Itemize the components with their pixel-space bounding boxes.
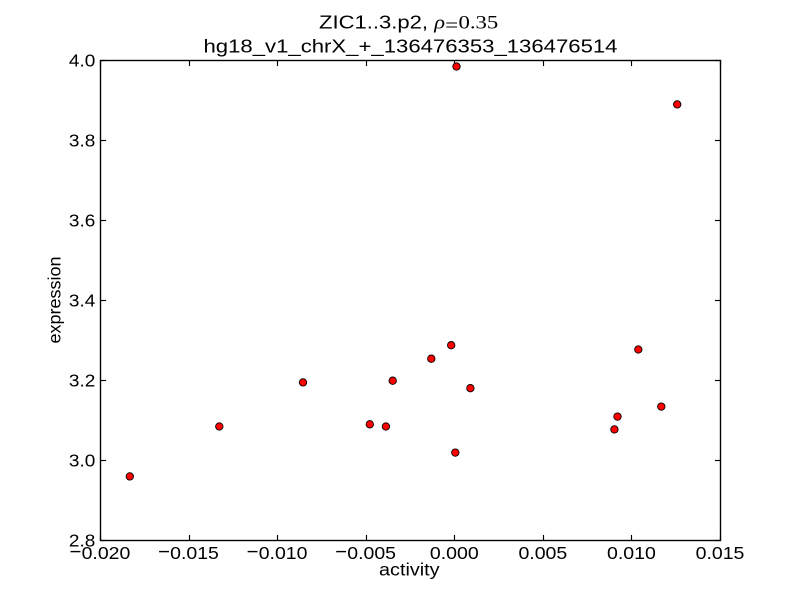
svg-text:3.4: 3.4 xyxy=(69,291,96,311)
svg-text:3.0: 3.0 xyxy=(69,451,96,471)
svg-text:0.35: 0.35 xyxy=(459,13,499,34)
svg-text:expression: expression xyxy=(45,257,65,344)
svg-text:0.005: 0.005 xyxy=(518,543,567,563)
svg-text:hg18_v1_chrX_+_136476353_13647: hg18_v1_chrX_+_136476353_136476514 xyxy=(204,36,618,57)
svg-text:0.015: 0.015 xyxy=(696,543,745,563)
svg-text:=: = xyxy=(445,15,458,36)
svg-text:0.005: 0.005 xyxy=(347,543,396,563)
svg-text:0.000: 0.000 xyxy=(430,543,479,563)
svg-text:3.6: 3.6 xyxy=(69,211,96,231)
svg-text:2.8: 2.8 xyxy=(69,531,96,551)
svg-text:activity: activity xyxy=(379,560,440,580)
svg-text:0.010: 0.010 xyxy=(607,543,656,563)
svg-text:3.2: 3.2 xyxy=(69,371,95,391)
svg-text:ZIC1..3.p2,: ZIC1..3.p2, xyxy=(319,13,428,34)
svg-text:4.0: 4.0 xyxy=(69,51,96,71)
svg-text:0.020: 0.020 xyxy=(82,543,131,563)
svg-text:ρ: ρ xyxy=(433,13,445,34)
svg-text:0.015: 0.015 xyxy=(170,543,219,563)
svg-text:0.010: 0.010 xyxy=(259,543,308,563)
svg-text:3.8: 3.8 xyxy=(69,131,96,151)
